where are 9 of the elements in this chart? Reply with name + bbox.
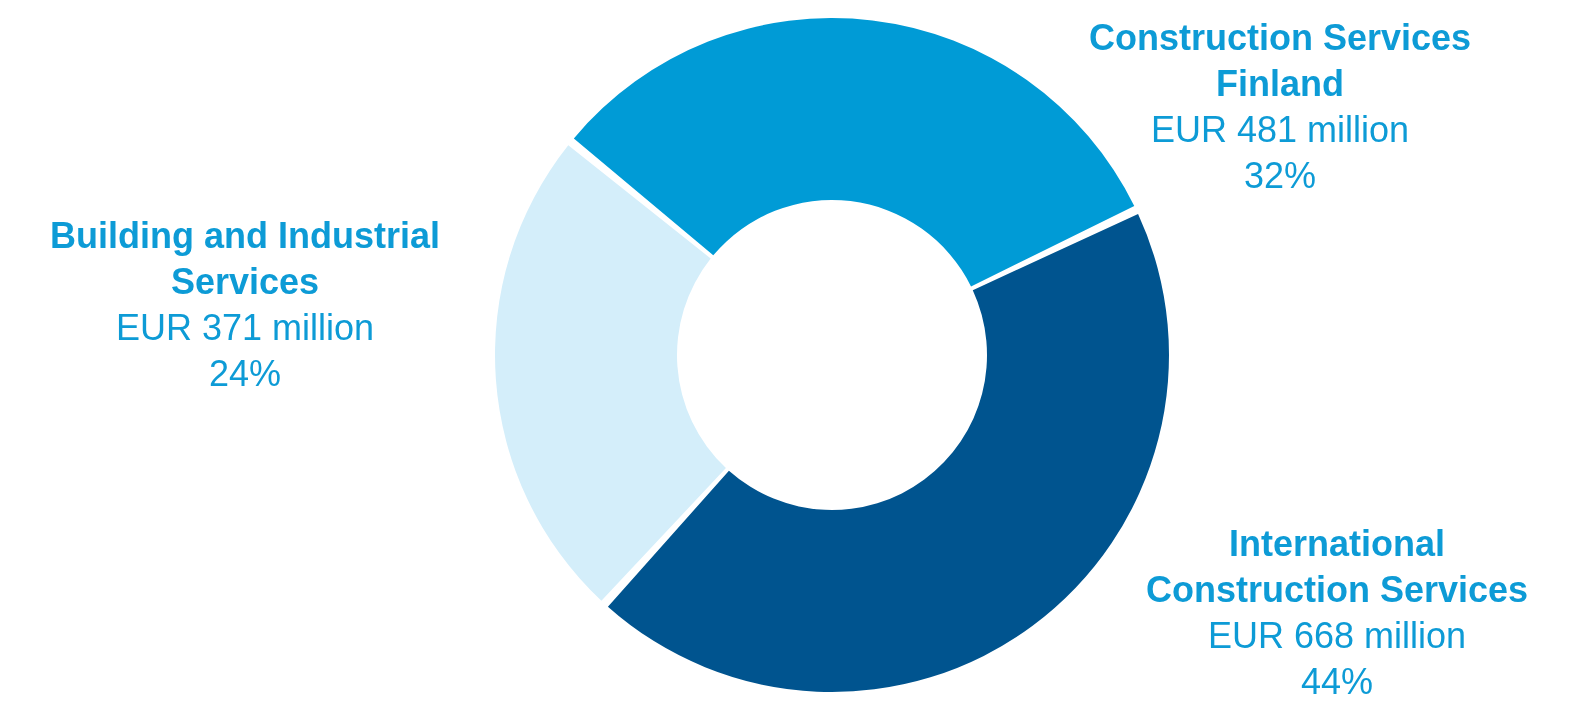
slice-label: International Construction Services xyxy=(1145,523,1529,610)
text: EUR 668 million xyxy=(1207,615,1467,656)
data-label: 32% xyxy=(1243,155,1317,196)
data-label: 24% xyxy=(208,353,282,394)
slice-label: Building and Industrial Services xyxy=(50,215,440,302)
data-label: 44% xyxy=(1300,661,1374,702)
slice-label: Construction Services Finland xyxy=(1088,17,1472,104)
text: EUR 481 million xyxy=(1150,109,1410,150)
text: EUR 371 million xyxy=(115,307,375,348)
